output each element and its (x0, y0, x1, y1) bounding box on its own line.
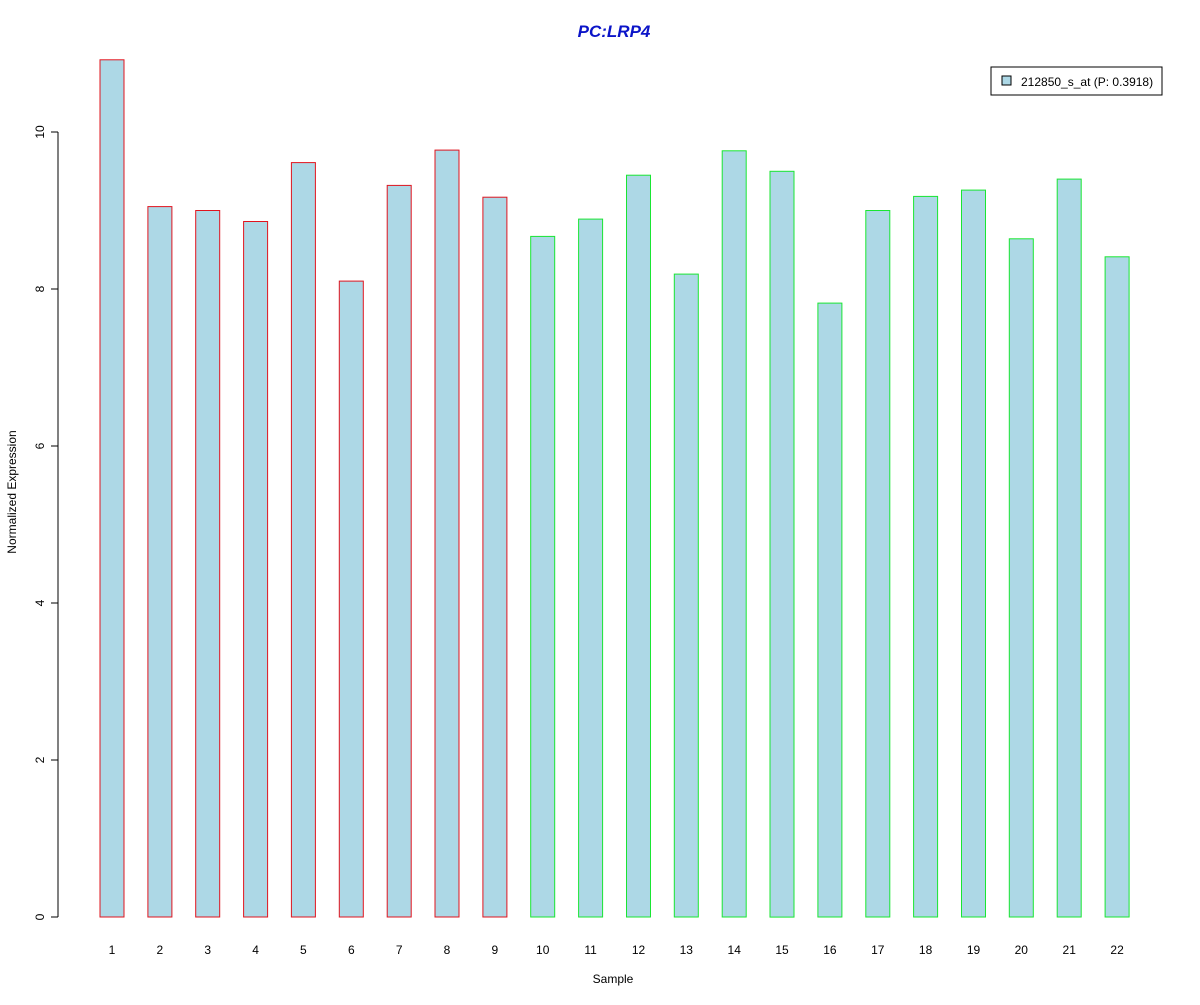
x-tick-label-9: 9 (492, 943, 499, 957)
y-tick-label: 0 (33, 913, 47, 920)
bar-sample-8 (434, 149, 460, 918)
x-tick-label-21: 21 (1063, 943, 1077, 957)
bar-sample-14 (721, 150, 747, 918)
x-axis-ticks: 1 2 3 4 5 6 7 8 9 10 11 12 13 14 15 16 17 18 19 20 21 22 (109, 943, 1124, 957)
x-tick-label-19: 19 (967, 943, 981, 957)
x-tick-label-22: 22 (1110, 943, 1124, 957)
x-tick-label-16: 16 (823, 943, 837, 957)
bar-sample-19 (961, 189, 986, 918)
y-axis-label: Normalized Expression (5, 430, 19, 553)
bar-sample-11 (578, 218, 604, 918)
x-tick-label-3: 3 (204, 943, 211, 957)
x-tick-label-17: 17 (871, 943, 885, 957)
bars-group (99, 59, 1130, 918)
x-tick-label-13: 13 (680, 943, 694, 957)
bar-sample-10 (530, 235, 556, 918)
x-tick-label-14: 14 (728, 943, 742, 957)
bar-sample-16 (817, 302, 843, 918)
x-tick-label-20: 20 (1015, 943, 1029, 957)
x-tick-label-6: 6 (348, 943, 355, 957)
x-axis-label: Sample (593, 972, 634, 986)
x-tick-label-8: 8 (444, 943, 451, 957)
x-tick-label-10: 10 (536, 943, 550, 957)
x-tick-label-2: 2 (157, 943, 164, 957)
legend-box (990, 66, 1163, 96)
y-tick-label: 8 (33, 285, 47, 292)
legend: 212850_s_at (P: 0.3918) (990, 66, 1163, 96)
bar-sample-9 (482, 196, 508, 918)
bar-sample-2 (147, 206, 173, 918)
x-tick-label-4: 4 (252, 943, 259, 957)
legend-swatch (1001, 75, 1012, 86)
bar-sample-6 (338, 280, 364, 918)
bar-sample-4 (243, 221, 269, 918)
bar-sample-3 (195, 210, 221, 918)
bar-sample-5 (290, 162, 316, 918)
x-tick-label-7: 7 (396, 943, 403, 957)
bar-sample-15 (769, 170, 795, 918)
legend-label: 212850_s_at (P: 0.3918) (1021, 75, 1153, 89)
x-tick-label-18: 18 (919, 943, 933, 957)
bar-sample-13 (673, 273, 699, 918)
bar-sample-22 (1104, 256, 1130, 918)
x-tick-label-5: 5 (300, 943, 307, 957)
x-tick-label-15: 15 (775, 943, 789, 957)
bar-sample-17 (865, 210, 891, 918)
bar-sample-1 (99, 59, 125, 918)
x-tick-label-12: 12 (632, 943, 646, 957)
x-tick-label-1: 1 (109, 943, 116, 957)
y-tick-label: 10 (33, 125, 47, 139)
y-tick-label: 2 (33, 756, 47, 763)
chart-title: PC:LRP4 (578, 22, 651, 41)
y-tick-label: 6 (33, 442, 47, 449)
bar-sample-7 (386, 184, 412, 918)
bar-sample-18 (913, 195, 939, 918)
bar-sample-12 (626, 174, 651, 918)
bar-sample-21 (1056, 178, 1082, 918)
y-tick-label: 4 (33, 599, 47, 606)
y-axis: 0 2 4 6 8 10 (33, 125, 59, 920)
x-tick-label-11: 11 (584, 943, 597, 957)
bar-sample-20 (1008, 238, 1034, 918)
